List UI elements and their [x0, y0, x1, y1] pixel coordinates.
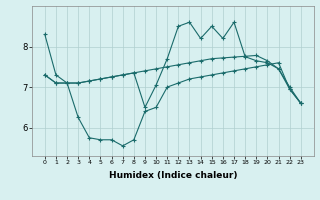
- X-axis label: Humidex (Indice chaleur): Humidex (Indice chaleur): [108, 171, 237, 180]
